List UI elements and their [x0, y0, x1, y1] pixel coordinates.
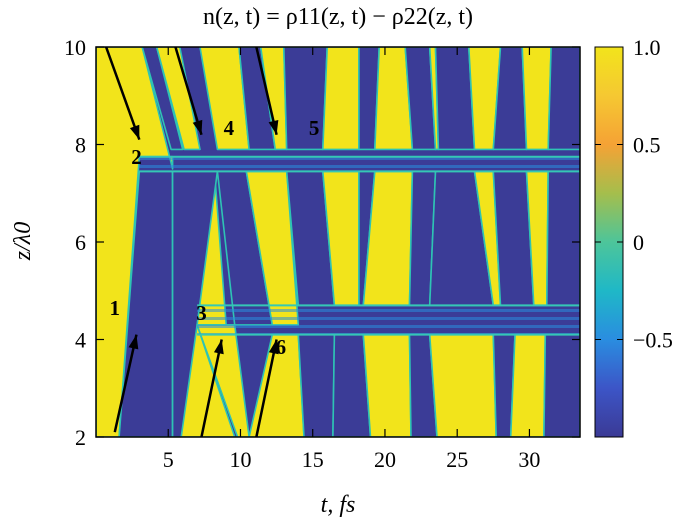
heatmap-region	[282, 47, 329, 151]
heatmap-region	[297, 333, 336, 437]
y-tick-label: 10	[64, 35, 86, 60]
annotation-arrow-shaft	[200, 339, 223, 437]
y-axis-ticks: 2 4 6 8 10	[64, 35, 580, 450]
heatmap-region	[362, 333, 412, 437]
annotation-arrow-head	[128, 334, 139, 350]
x-axis-label: t, fs	[321, 492, 356, 518]
heatmap-region	[321, 47, 360, 151]
heatmap-region	[434, 47, 476, 151]
x-tick-label: 30	[518, 447, 540, 472]
x-tick-label: 15	[302, 447, 324, 472]
colorbar-tick-label: 0.5	[633, 133, 661, 158]
heatmap-region	[543, 333, 580, 437]
annotation-arrow-head	[268, 119, 279, 135]
heatmap-region	[545, 170, 580, 307]
plot-area	[96, 47, 580, 437]
colorbar-ticks: 1.0 0.5 0 −0.5	[595, 35, 673, 353]
annotation-arrow-head	[129, 124, 140, 140]
heatmap-region	[547, 47, 580, 151]
annotation-label: 1	[110, 296, 121, 320]
annotation-label: 4	[224, 116, 235, 140]
annotation-arrow-head	[213, 339, 224, 355]
heatmap-regions	[96, 47, 580, 437]
y-tick-label: 4	[75, 328, 86, 353]
x-tick-label: 5	[163, 447, 174, 472]
colorbar-tick-label: 0	[633, 230, 644, 255]
heatmap-region	[141, 47, 184, 151]
annotation-labels: 1 2 3 4 5 6	[110, 116, 320, 359]
x-axis-ticks: 5 10 15 20 25 30	[163, 47, 540, 472]
annotation-label: 6	[276, 335, 287, 359]
stripe-band	[139, 156, 580, 172]
y-tick-label: 8	[75, 133, 86, 158]
x-tick-label: 25	[446, 447, 468, 472]
heatmap-region	[521, 47, 552, 151]
annotation-arrow-shaft	[104, 47, 141, 141]
annotation-arrow-shaft	[113, 334, 138, 433]
y-tick-label: 2	[75, 425, 86, 450]
stripe-band	[197, 305, 580, 335]
annotation-label: 5	[309, 116, 320, 140]
annotation-arrow-shaft	[255, 339, 278, 437]
annotation-arrow-shaft	[174, 47, 203, 136]
x-tick-label: 10	[229, 447, 251, 472]
annotation-label: 3	[196, 301, 207, 325]
annotation-arrow-head	[268, 339, 279, 355]
colorbar-tick-label: 1.0	[633, 35, 661, 60]
annotation-arrow-shaft	[255, 47, 278, 136]
annotation-arrows	[104, 47, 279, 437]
heatmap-region	[428, 333, 498, 437]
y-axis-label: z/λ0	[10, 222, 36, 261]
x-tick-label: 20	[374, 447, 396, 472]
chart-title: n(z, t) = ρ11(z, t) − ρ22(z, t)	[203, 4, 473, 30]
heatmap-region	[509, 333, 547, 437]
annotation-label: 2	[131, 145, 142, 169]
colorbar: 1.0 0.5 0 −0.5	[594, 35, 673, 438]
colorbar-tick-label: −0.5	[633, 328, 673, 353]
stripe-bands	[139, 155, 580, 336]
heatmap-region	[155, 47, 201, 151]
y-tick-label: 6	[75, 230, 86, 255]
annotation-arrow-head	[192, 119, 203, 135]
